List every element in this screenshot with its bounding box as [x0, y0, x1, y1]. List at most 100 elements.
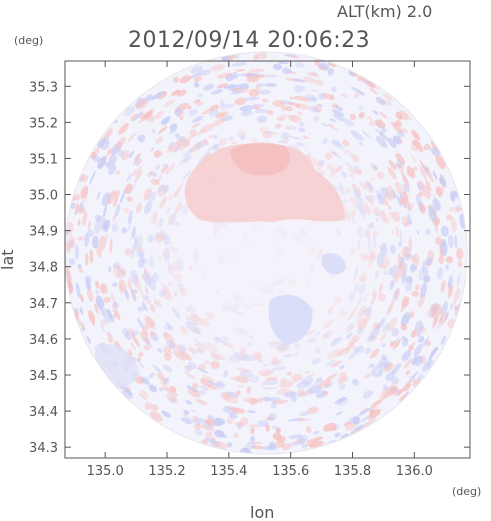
speckle-cell [265, 424, 271, 432]
speckle-cell [89, 170, 96, 185]
speckle-cell [104, 137, 110, 144]
y-tick-label: 35.1 [29, 152, 58, 167]
speckle-cell [448, 284, 453, 299]
speckle-cell [245, 73, 260, 77]
y-tick-label: 35.2 [29, 116, 58, 131]
speckle-cell [287, 417, 304, 422]
speckle-cell [231, 62, 247, 67]
speckle-cell [176, 89, 187, 97]
speckle-cell [169, 396, 177, 404]
speckle-cell [77, 219, 81, 226]
speckle-cell [77, 236, 84, 241]
speckle-cell [275, 427, 281, 434]
speckle-cell [403, 358, 413, 369]
speckle-cell [412, 371, 419, 378]
speckle-cell [359, 407, 369, 414]
speckle-cell [360, 415, 371, 423]
speckle-cell [343, 421, 351, 427]
speckle-cell [195, 429, 204, 436]
speckle-cell [379, 389, 390, 399]
speckle-cell [158, 387, 164, 392]
speckle-cell [369, 405, 378, 413]
speckle-cell [214, 429, 225, 438]
speckle-cell [94, 218, 102, 235]
speckle-cell [351, 72, 364, 80]
speckle-cell [405, 370, 410, 375]
speckle-cell [306, 418, 311, 421]
speckle-cell [193, 76, 202, 82]
x-tick-label: 135.4 [210, 464, 247, 479]
speckle-cell [121, 384, 133, 396]
speckle-cell [97, 156, 107, 169]
speckle-cell [243, 447, 248, 452]
speckle-cell [179, 116, 184, 121]
y-tick-label: 35.3 [29, 80, 58, 95]
speckle-cell [381, 389, 394, 400]
speckle-cell [132, 330, 139, 336]
radar-scan-disc [64, 51, 468, 455]
speckle-cell [413, 343, 423, 357]
speckle-cell [118, 149, 125, 157]
speckle-cell [100, 140, 110, 150]
speckle-cell [440, 280, 446, 293]
speckle-cell [335, 411, 343, 416]
speckle-cell [433, 194, 439, 209]
speckle-cell [185, 400, 192, 405]
speckle-cell [84, 275, 92, 284]
speckle-cell [391, 376, 399, 385]
speckle-cell [432, 198, 441, 212]
speckle-cell [108, 266, 112, 273]
speckle-cell [419, 165, 427, 180]
speckle-cell [403, 383, 412, 392]
speckle-cell [127, 328, 136, 337]
speckle-cell [432, 304, 442, 320]
y-axis-ticks: 34.3 34.4 34.5 34.6 34.7 34.8 34.9 35.0 35.1 35.2… [29, 80, 470, 456]
speckle-cell [422, 358, 433, 372]
speckle-cell [112, 301, 119, 309]
speckle-cell [98, 235, 106, 251]
speckle-cell [441, 238, 446, 248]
speckle-cell [411, 290, 420, 297]
x-tick-label: 135.6 [272, 464, 309, 479]
speckle-cell [376, 371, 383, 378]
positive-echo-core [230, 142, 290, 176]
speckle-cell [80, 207, 84, 213]
y-tick-label: 34.6 [29, 333, 58, 348]
speckle-cell [87, 287, 94, 302]
speckle-cell [188, 108, 198, 117]
speckle-cell [264, 445, 278, 451]
speckle-cell [163, 99, 176, 108]
y-axis-label: lat [0, 249, 17, 270]
speckle-cell [174, 107, 183, 116]
speckle-cell [82, 192, 88, 204]
speckle-cell [75, 282, 81, 298]
speckle-cell [368, 363, 374, 369]
speckle-cell [439, 244, 445, 259]
speckle-cell [204, 437, 218, 444]
speckle-cell [265, 74, 278, 78]
speckle-cell [118, 123, 129, 135]
y-tick-label: 34.8 [29, 261, 58, 276]
speckle-cell [144, 402, 153, 411]
echo-features [95, 142, 346, 388]
speckle-cell [95, 214, 103, 222]
speckle-cell [161, 385, 167, 391]
speckle-cell [114, 136, 126, 151]
speckle-cell [419, 159, 427, 173]
speckle-cell [287, 102, 299, 106]
speckle-cell [401, 174, 410, 188]
speckle-cell [294, 95, 311, 102]
x-tick-label: 135.2 [148, 464, 185, 479]
speckle-cell [185, 417, 195, 424]
speckle-cell [310, 88, 319, 92]
speckle-cell [335, 105, 343, 111]
speckle-cell [114, 309, 121, 321]
speckle-cell [82, 210, 88, 226]
speckle-cell [410, 154, 417, 163]
speckle-cell [105, 162, 111, 168]
speckle-cell [386, 380, 398, 392]
speckle-cell [176, 111, 185, 118]
speckle-cell [77, 264, 82, 269]
speckle-cell [382, 363, 388, 368]
